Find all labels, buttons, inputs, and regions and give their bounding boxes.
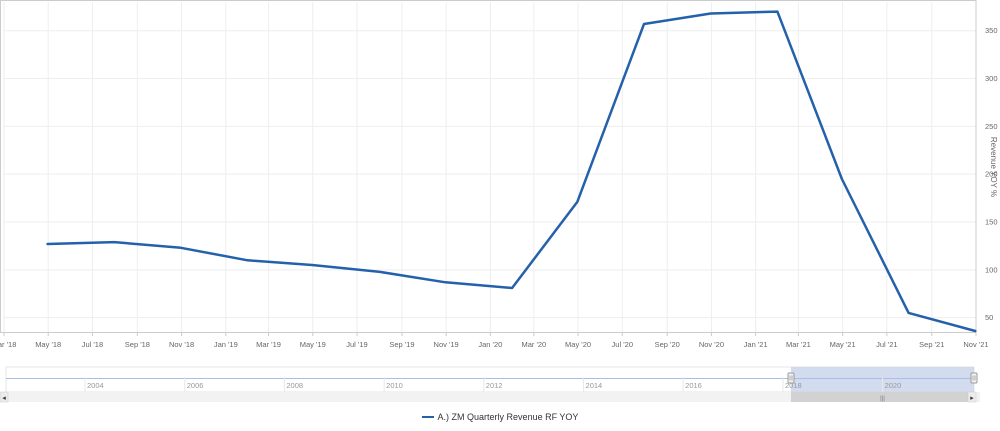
y-tick-label: 250 [985,122,998,131]
navigator-year-label: 2006 [187,381,204,390]
x-tick-label: Sep '20 [655,340,680,349]
navigator-year-label: 2010 [386,381,403,390]
x-tick-label: Sep '21 [919,340,944,349]
x-tick-label: Jan '21 [744,340,768,349]
x-tick-label: Mar '20 [521,340,546,349]
y-tick-label: 300 [985,74,998,83]
navigator-year-label: 2016 [685,381,702,390]
handle-body[interactable] [788,373,794,383]
x-tick-label: Nov '18 [169,340,194,349]
legend-label: A.) ZM Quarterly Revenue RF YOY [438,412,579,422]
navigator-handle-left[interactable] [788,373,794,383]
navigator-year-label: 2012 [486,381,503,390]
scroll-right-arrow-icon: ▸ [970,395,974,402]
x-tick-label: May '18 [35,340,61,349]
x-tick-label: Nov '20 [699,340,724,349]
navigator-year-label: 2020 [885,381,902,390]
x-tick-label: Mar '18 [0,340,16,349]
y-axis-title: Revenue YOY % [989,137,998,197]
scrollbar-grip-icon: ||| [880,396,885,402]
x-tick-label: Jul '19 [346,340,367,349]
handle-body[interactable] [971,373,977,383]
plot-area [1,1,977,333]
y-tick-label: 150 [985,218,998,227]
x-tick-label: Mar '21 [786,340,811,349]
x-tick-label: May '19 [300,340,326,349]
x-tick-label: Mar '19 [256,340,281,349]
navigator-year-label: 2014 [586,381,603,390]
navigator-handle-right[interactable] [971,373,977,383]
x-tick-label: Nov '21 [963,340,988,349]
legend-swatch [422,416,434,418]
x-tick-label: Sep '19 [389,340,414,349]
x-tick-label: Jul '18 [82,340,103,349]
x-tick-label: Jan '19 [214,340,238,349]
y-tick-label: 350 [985,26,998,35]
x-tick-label: Jul '21 [876,340,897,349]
y-tick-label: 100 [985,265,998,274]
x-tick-label: Jul '20 [612,340,633,349]
y-tick-label: 50 [985,313,993,322]
scrollbar[interactable]: ||| ◂ ▸ [0,392,980,402]
x-tick-label: Sep '18 [125,340,150,349]
navigator-year-label: 2004 [87,381,104,390]
x-tick-label: May '20 [565,340,591,349]
x-tick-label: Jan '20 [478,340,502,349]
navigator-year-label: 2008 [286,381,303,390]
legend[interactable]: A.) ZM Quarterly Revenue RF YOY [0,408,1000,426]
x-tick-label: May '21 [830,340,856,349]
x-tick-label: Nov '19 [434,340,459,349]
scroll-left-arrow-icon: ◂ [2,395,6,402]
